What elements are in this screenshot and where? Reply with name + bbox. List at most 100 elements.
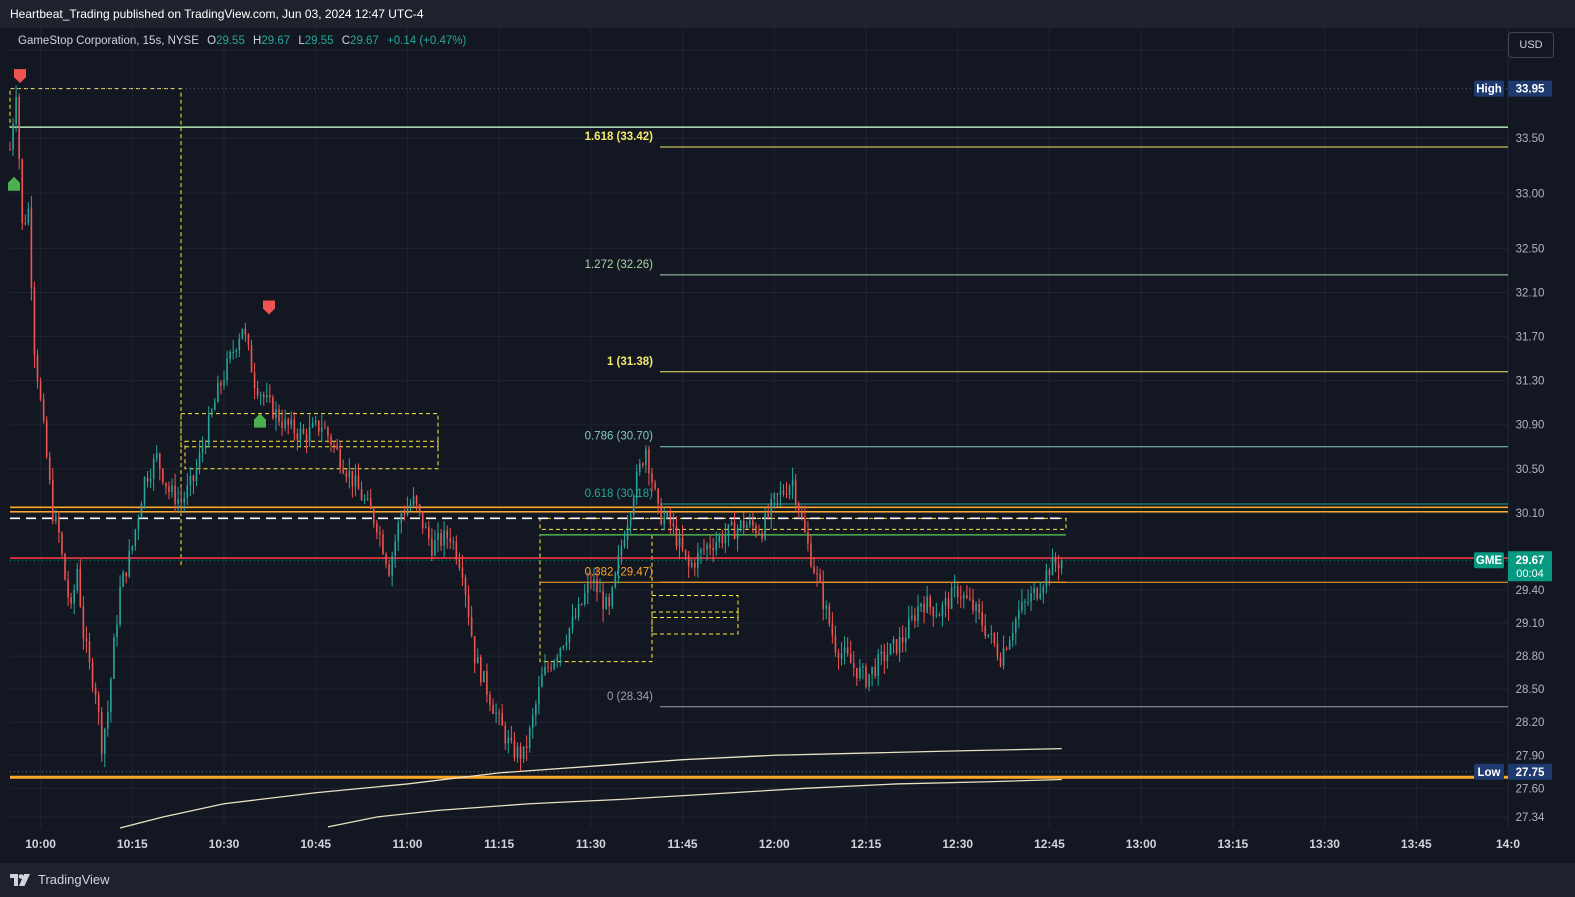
candle-body <box>953 586 956 588</box>
time-axis-tick-label: 13:15 <box>1218 837 1249 851</box>
price-axis-tick-label: 30.10 <box>1516 508 1545 520</box>
open-value: 29.55 <box>216 35 245 47</box>
candle-body <box>843 647 846 653</box>
low-value: 29.55 <box>304 35 334 47</box>
candle-body <box>724 535 727 544</box>
candle-body <box>614 573 617 588</box>
candle-body <box>171 485 173 493</box>
candle-body <box>694 562 696 568</box>
candle-body <box>837 652 840 659</box>
candle-body <box>810 543 812 567</box>
candle-body <box>959 597 962 599</box>
candle-body <box>642 463 644 466</box>
candle-body <box>877 653 880 677</box>
candle-body <box>883 651 886 662</box>
candle-body <box>764 513 766 539</box>
candle-body <box>12 123 14 150</box>
candle-body <box>110 678 112 713</box>
candle-body <box>602 591 604 610</box>
fib-level-label: 0.786 (30.70) <box>585 431 654 443</box>
candle-body <box>1021 601 1023 611</box>
candle-body <box>538 686 540 705</box>
candle-body <box>675 525 678 547</box>
candle-body <box>189 475 192 486</box>
price-axis-tick-label: 30.50 <box>1516 464 1545 476</box>
candle-body <box>94 687 97 695</box>
candle-body <box>571 616 574 629</box>
candle-body <box>773 493 776 500</box>
candle-body <box>36 355 39 382</box>
candle-body <box>186 485 189 498</box>
sell-signal-marker <box>14 69 26 84</box>
publish-header: Heartbeat_Trading published on TradingVi… <box>0 0 1575 28</box>
candle-body <box>525 746 528 748</box>
candle-body <box>467 594 470 618</box>
candle-body <box>568 628 571 643</box>
candle-body <box>385 554 387 564</box>
candle-body <box>489 694 491 705</box>
candle-body <box>501 713 503 726</box>
candle-body <box>865 666 867 687</box>
candle-body <box>984 625 987 636</box>
candle-body <box>418 504 421 512</box>
high-marker-label-bg <box>1474 80 1504 97</box>
chart-area[interactable]: 1.618 (33.42) 1.272 (32.26) 1 (31.38) 0.786… <box>0 28 1575 863</box>
candle-body <box>253 372 256 389</box>
candle-body <box>825 605 828 609</box>
candle-body <box>999 656 1002 666</box>
candle-body <box>767 513 769 517</box>
bar-countdown: 00:04 <box>1516 568 1544 580</box>
candle-body <box>715 542 717 551</box>
zone-box <box>651 594 739 619</box>
candle-body <box>956 586 959 598</box>
candle-body <box>214 402 216 411</box>
candle-body <box>541 674 543 687</box>
time-axis-tick-label: 12:45 <box>1034 837 1065 851</box>
candle-body <box>394 541 396 556</box>
fib-level-label: 0 (28.34) <box>607 691 653 703</box>
candle-body <box>914 615 916 621</box>
candle-body <box>486 671 488 695</box>
candle-body <box>840 652 843 659</box>
fib-level-label: 0.618 (30.18) <box>585 488 654 500</box>
candle-body <box>339 449 341 468</box>
candle-body <box>739 520 742 529</box>
footer-bar: TradingView <box>0 863 1575 897</box>
candle-body <box>709 544 711 549</box>
candle-body <box>745 525 748 529</box>
candle-body <box>443 530 445 546</box>
candle-body <box>507 737 510 744</box>
candle-body <box>266 394 268 398</box>
price-chart[interactable]: 1.618 (33.42) 1.272 (32.26) 1 (31.38) 0.786… <box>0 28 1575 863</box>
candle-body <box>369 498 372 510</box>
currency-button[interactable]: USD <box>1508 32 1554 58</box>
candle-body <box>761 533 763 539</box>
candle-body <box>250 345 253 373</box>
candle-body <box>672 523 675 526</box>
candle-body <box>302 429 305 434</box>
close-label: C <box>341 35 351 47</box>
candle-body <box>428 526 430 539</box>
candle-body <box>256 388 259 396</box>
candle-body <box>137 518 140 530</box>
candle-body <box>113 637 115 679</box>
candle-body <box>556 657 559 662</box>
candle-body <box>379 532 381 535</box>
candle-body <box>146 477 149 483</box>
candle-body <box>730 521 733 525</box>
candle-body <box>210 410 213 415</box>
candle-body <box>290 419 293 425</box>
candle-body <box>782 490 785 494</box>
candle-body <box>473 636 476 664</box>
candle-body <box>703 549 705 551</box>
candle-body <box>498 712 500 714</box>
candle-body <box>978 603 980 613</box>
candle-body <box>461 567 464 578</box>
candle-body <box>363 499 366 501</box>
candle-body <box>434 540 436 556</box>
candle-body <box>85 638 88 642</box>
high-marker-label: High <box>1476 84 1502 96</box>
candle-body <box>590 581 592 583</box>
tradingview-brand[interactable]: TradingView <box>10 872 110 887</box>
candle-body <box>162 468 164 483</box>
